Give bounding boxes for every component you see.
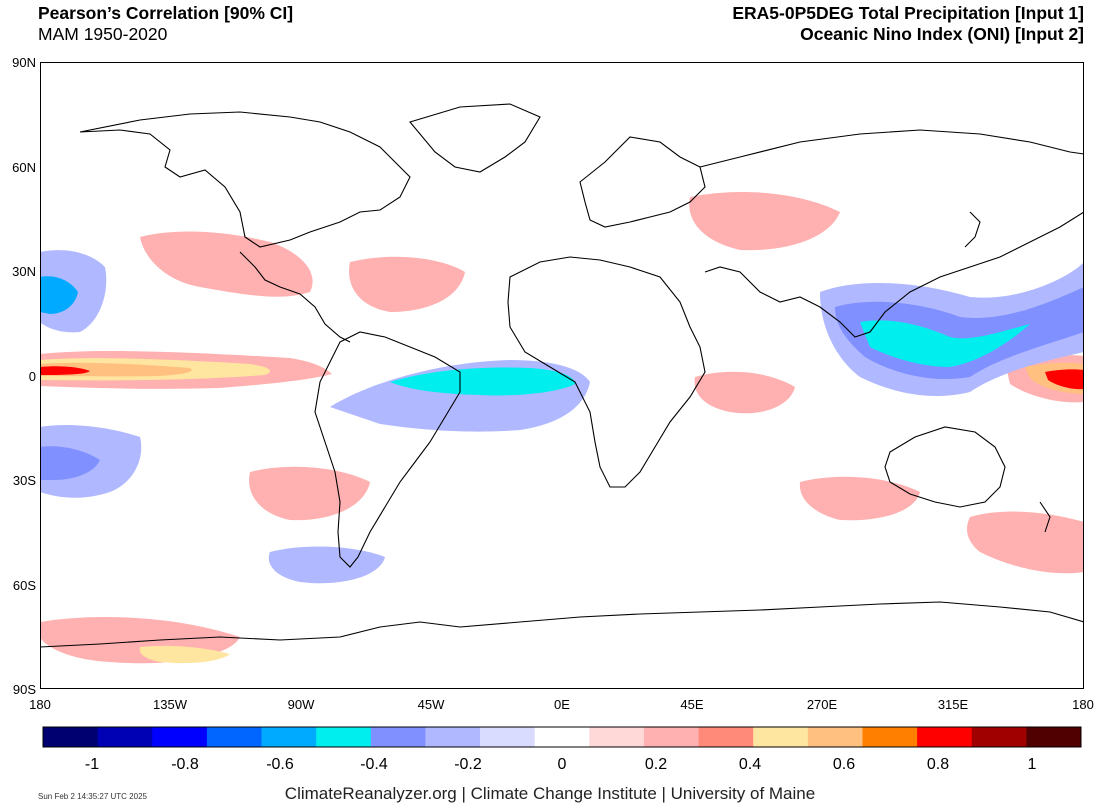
period-subtitle: MAM 1950-2020 [38, 24, 168, 44]
colorbar-swatch [261, 727, 317, 747]
coastlines [40, 103, 1084, 648]
south-pacific-positive [249, 466, 370, 521]
colorbar-swatch [1026, 727, 1082, 747]
coastline-europe [579, 136, 706, 228]
east-pacific-red-core [1045, 369, 1084, 390]
colorbar-swatch [43, 727, 99, 747]
coastline-australia [884, 426, 1006, 508]
coastline-africa [507, 256, 706, 488]
colorbar-swatch [753, 727, 809, 747]
colorbar-swatch [316, 727, 372, 747]
correlation-map [40, 62, 1084, 689]
colorbar-label: -0.6 [266, 756, 294, 773]
coastline-antarctica [40, 601, 1084, 648]
colorbar-label: 0.2 [644, 756, 668, 773]
lon-label-180-east: 180 [1072, 697, 1094, 712]
colorbar-swatch [97, 727, 153, 747]
colorbar-label: 0 [557, 756, 567, 773]
colorbar-label: -1 [84, 756, 100, 773]
atlantic-north-positive [349, 256, 465, 312]
lat-label-30n: 30N [12, 264, 36, 279]
north-pacific-core [40, 276, 78, 314]
lon-label-270e: 270E [806, 697, 838, 712]
colorbar-swatch [589, 727, 645, 747]
colorbar-swatch [862, 727, 918, 747]
correlation-field [40, 192, 1084, 664]
colorbar-swatch [971, 727, 1027, 747]
colorbar-label: 0.4 [738, 756, 762, 773]
lon-label-315e: 315E [937, 697, 969, 712]
colorbar-swatch [480, 727, 536, 747]
colorbar-label: -0.4 [360, 756, 388, 773]
lon-label-90w: 90W [287, 697, 315, 712]
colorbar-label: -0.2 [454, 756, 482, 773]
atlantic-negative-core [390, 367, 575, 396]
colorbar-swatch [152, 727, 208, 747]
colorbar [42, 726, 1082, 748]
lon-label-0e: 0E [554, 697, 570, 712]
southern-ocean-east-positive [967, 511, 1084, 574]
lat-label-0: 0 [28, 369, 36, 384]
coastline-japan [964, 211, 981, 248]
colorbar-swatch [643, 727, 700, 747]
lon-label-45w: 45W [417, 697, 445, 712]
colorbar-label: -0.8 [171, 756, 199, 773]
southern-ocean-negative [268, 546, 385, 584]
colorbar-swatch [425, 727, 481, 747]
coastline-greenland [409, 103, 541, 173]
colorbar-label: 1 [1027, 756, 1037, 773]
colorbar-swatch [370, 727, 426, 747]
pacific-red-core [40, 366, 90, 375]
lat-label-90s: 90S [12, 682, 36, 697]
colorbar-label: 0.6 [832, 756, 856, 773]
colorbar-swatch [917, 727, 973, 747]
map-frame [40, 62, 1084, 689]
title-left-block: Pearson’s Correlation [90% CI] MAM 1950-… [38, 3, 293, 45]
colorbar-swatch [698, 727, 754, 747]
title-right-block: ERA5-0P5DEG Total Precipitation [Input 1… [732, 3, 1084, 45]
colorbar-frame [42, 726, 1082, 748]
lon-label-135w: 135W [153, 697, 187, 712]
north-america-positive [140, 231, 313, 297]
coastline-new-zealand [1039, 501, 1051, 533]
colorbar-swatch [534, 727, 590, 747]
lat-label-60n: 60N [12, 160, 36, 175]
asia-positive [689, 192, 840, 251]
lat-label-30s: 30S [12, 473, 36, 488]
timestamp: Sun Feb 2 14:35:27 UTC 2025 [38, 792, 147, 801]
input1-title: ERA5-0P5DEG Total Precipitation [Input 1… [732, 3, 1084, 23]
colorbar-swatch [206, 727, 263, 747]
south-indian-positive [799, 476, 920, 521]
maritime-negative-core [860, 320, 1030, 367]
lat-label-90n: 90N [12, 55, 36, 70]
footer-credit: ClimateReanalyzer.org | Climate Change I… [284, 784, 816, 803]
indian-ocean-positive [694, 371, 795, 414]
coastline-south-america [314, 331, 461, 568]
chart-title: Pearson’s Correlation [90% CI] [38, 3, 294, 23]
lon-label-45e: 45E [680, 697, 704, 712]
lon-label-180-west: 180 [29, 697, 51, 712]
colorbar-swatch [807, 727, 863, 747]
antarctic-positive-core [139, 645, 230, 664]
coastline-asia [699, 129, 1084, 338]
southwest-pacific-core [40, 446, 100, 480]
lat-label-60s: 60S [12, 578, 36, 593]
coastline-north-america [79, 111, 411, 343]
input2-title: Oceanic Nino Index (ONI) [Input 2] [800, 24, 1084, 44]
colorbar-label: 0.8 [926, 756, 950, 773]
